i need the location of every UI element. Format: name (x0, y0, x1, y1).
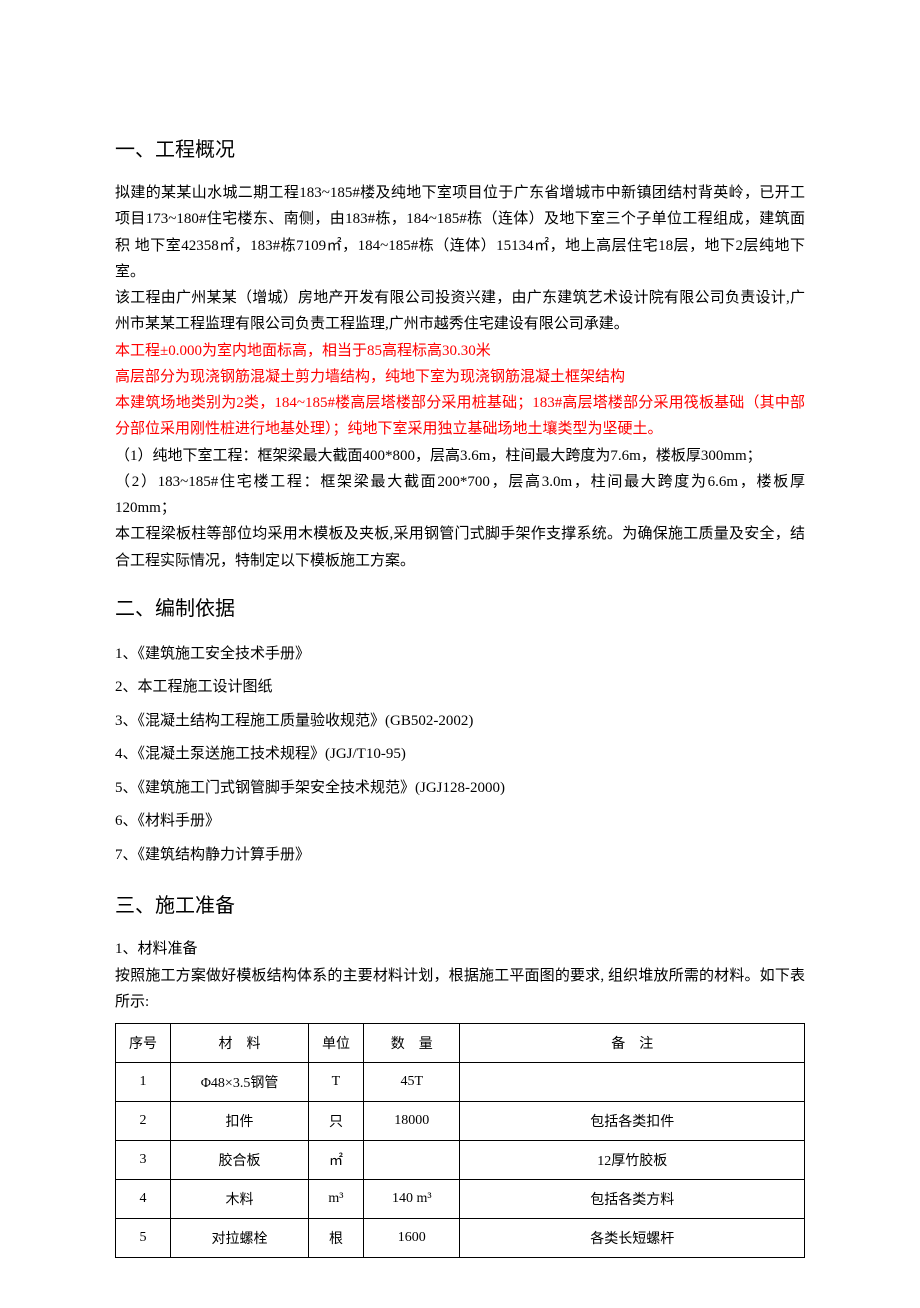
cell-material: 扣件 (171, 1102, 309, 1141)
section3-sub1: 1、材料准备 (115, 936, 805, 962)
th-unit: 单位 (308, 1024, 363, 1063)
table-row: 2 扣件 只 18000 包括各类扣件 (116, 1102, 805, 1141)
cell-note: 各类长短螺杆 (460, 1219, 805, 1258)
cell-quantity: 1600 (364, 1219, 460, 1258)
th-note: 备 注 (460, 1024, 805, 1063)
section1-red1: 本工程±0.000为室内地面标高，相当于85高程标高30.30米 (115, 338, 805, 364)
section3-heading: 三、施工准备 (115, 889, 805, 918)
ref-item: 2、本工程施工设计图纸 (115, 672, 805, 704)
cell-note: 12厚竹胶板 (460, 1141, 805, 1180)
cell-unit: T (308, 1063, 363, 1102)
th-material: 材 料 (171, 1024, 309, 1063)
cell-note: 包括各类扣件 (460, 1102, 805, 1141)
table-row: 3 胶合板 ㎡ 12厚竹胶板 (116, 1141, 805, 1180)
section1-para2: 该工程由广州某某（增城）房地产开发有限公司投资兴建，由广东建筑艺术设计院有限公司… (115, 285, 805, 338)
table-row: 4 木料 m³ 140 m³ 包括各类方料 (116, 1180, 805, 1219)
ref-item: 5、《建筑施工门式钢管脚手架安全技术规范》(JGJ128-2000) (115, 773, 805, 805)
section1-para3: （1）纯地下室工程：框架梁最大截面400*800，层高3.6m，柱间最大跨度为7… (115, 443, 805, 469)
cell-unit: m³ (308, 1180, 363, 1219)
section1-para4: （2）183~185#住宅楼工程：框架梁最大截面200*700，层高3.0m，柱… (115, 469, 805, 522)
table-header-row: 序号 材 料 单位 数 量 备 注 (116, 1024, 805, 1063)
ref-item: 4、《混凝土泵送施工技术规程》(JGJ/T10-95) (115, 739, 805, 771)
cell-unit: 只 (308, 1102, 363, 1141)
cell-unit: 根 (308, 1219, 363, 1258)
cell-quantity: 18000 (364, 1102, 460, 1141)
reference-list: 1、《建筑施工安全技术手册》 2、本工程施工设计图纸 3、《混凝土结构工程施工质… (115, 639, 805, 872)
cell-quantity: 140 m³ (364, 1180, 460, 1219)
section1-para5: 本工程梁板柱等部位均采用木模板及夹板,采用钢管门式脚手架作支撑系统。为确保施工质… (115, 521, 805, 574)
section1-red2: 高层部分为现浇钢筋混凝土剪力墙结构，纯地下室为现浇钢筋混凝土框架结构 (115, 364, 805, 390)
section1-para1: 拟建的某某山水城二期工程183~185#楼及纯地下室项目位于广东省增城市中新镇团… (115, 180, 805, 285)
cell-material: 对拉螺栓 (171, 1219, 309, 1258)
cell-seq: 1 (116, 1063, 171, 1102)
cell-material: Φ48×3.5钢管 (171, 1063, 309, 1102)
ref-item: 7、《建筑结构静力计算手册》 (115, 840, 805, 872)
section1-red3: 本建筑场地类别为2类，184~185#楼高层塔楼部分采用桩基础；183#高层塔楼… (115, 390, 805, 443)
cell-note: 包括各类方料 (460, 1180, 805, 1219)
ref-item: 1、《建筑施工安全技术手册》 (115, 639, 805, 671)
section1-heading: 一、工程概况 (115, 133, 805, 162)
table-row: 1 Φ48×3.5钢管 T 45T (116, 1063, 805, 1102)
cell-material: 木料 (171, 1180, 309, 1219)
cell-unit: ㎡ (308, 1141, 363, 1180)
section2-heading: 二、编制依据 (115, 592, 805, 621)
th-quantity: 数 量 (364, 1024, 460, 1063)
cell-seq: 2 (116, 1102, 171, 1141)
ref-item: 3、《混凝土结构工程施工质量验收规范》(GB502-2002) (115, 706, 805, 738)
cell-quantity: 45T (364, 1063, 460, 1102)
cell-note (460, 1063, 805, 1102)
th-seq: 序号 (116, 1024, 171, 1063)
cell-quantity (364, 1141, 460, 1180)
cell-seq: 4 (116, 1180, 171, 1219)
section3-sub2: 按照施工方案做好模板结构体系的主要材料计划，根据施工平面图的要求, 组织堆放所需… (115, 963, 805, 1016)
cell-material: 胶合板 (171, 1141, 309, 1180)
cell-seq: 5 (116, 1219, 171, 1258)
materials-table: 序号 材 料 单位 数 量 备 注 1 Φ48×3.5钢管 T 45T 2 扣件… (115, 1023, 805, 1258)
cell-seq: 3 (116, 1141, 171, 1180)
table-row: 5 对拉螺栓 根 1600 各类长短螺杆 (116, 1219, 805, 1258)
ref-item: 6、《材料手册》 (115, 806, 805, 838)
